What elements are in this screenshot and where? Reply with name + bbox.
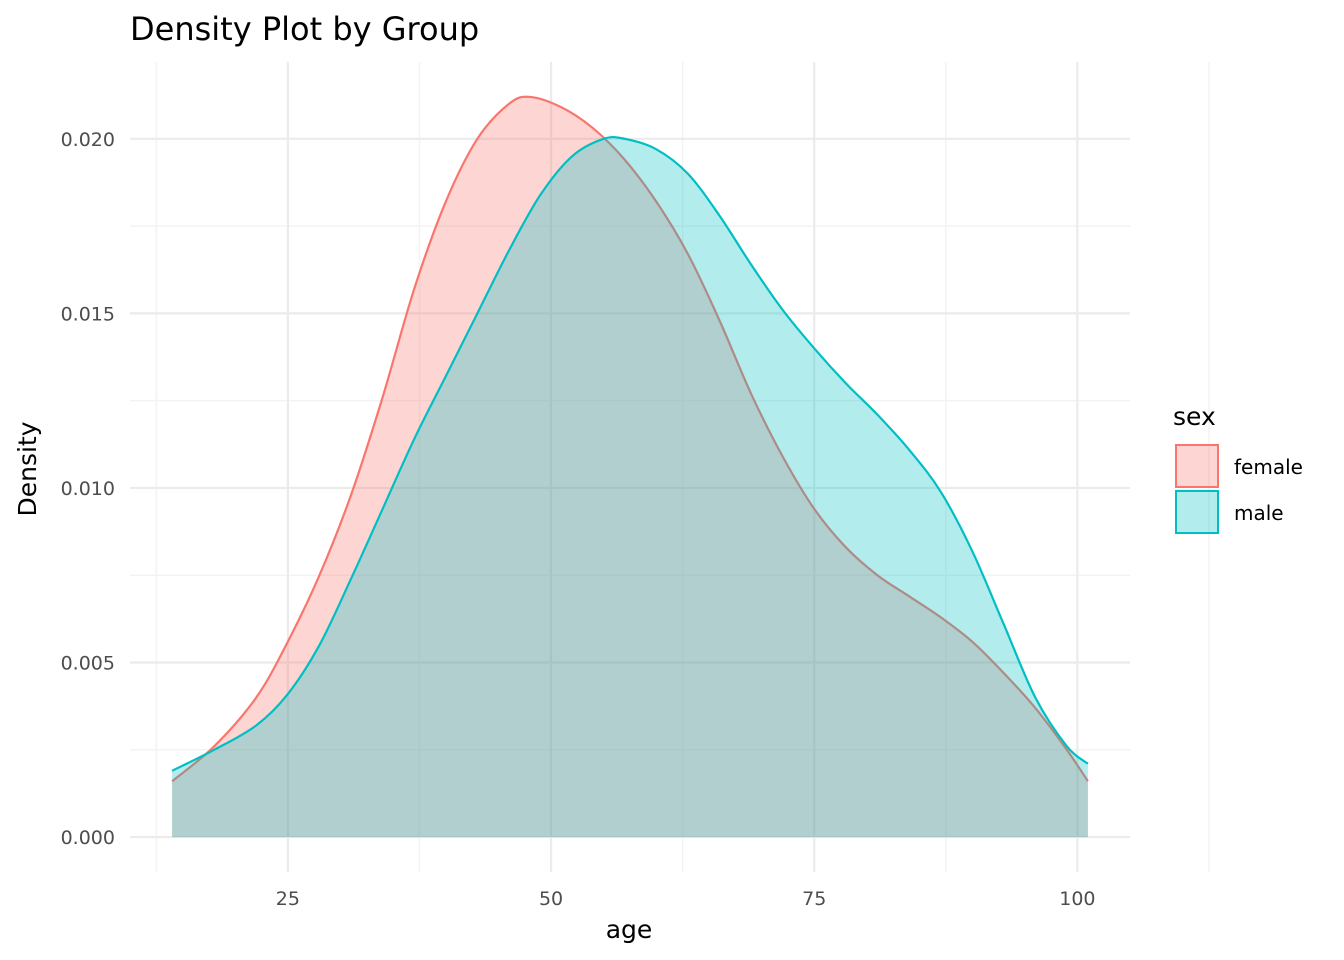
legend-key-female: [1175, 444, 1219, 488]
x-tick-label: 25: [276, 888, 300, 910]
female-density-area: [172, 96, 1088, 838]
legend-label-female: female: [1234, 455, 1303, 479]
x-tick-label: 100: [1059, 888, 1095, 910]
y-tick-label: 0.015: [61, 303, 115, 325]
legend-title: sex: [1173, 402, 1216, 431]
y-axis-title: Density: [13, 421, 42, 516]
x-axis-title: age: [606, 915, 653, 944]
legend-label-male: male: [1234, 501, 1284, 525]
y-tick-label: 0.010: [61, 478, 115, 500]
legend: sex female male: [1173, 402, 1303, 534]
legend-item-male: male: [1175, 490, 1284, 534]
area-layer: [171, 95, 1089, 838]
legend-item-female: female: [1175, 444, 1303, 488]
x-tick-label: 75: [802, 888, 826, 910]
legend-key-male: [1175, 490, 1219, 534]
female-density-line: [171, 95, 1089, 783]
y-tick-label: 0.020: [61, 129, 115, 151]
y-tick-label: 0.000: [61, 827, 115, 849]
male-density-area: [172, 137, 1088, 838]
x-tick-label: 50: [539, 888, 563, 910]
chart-title: Density Plot by Group: [130, 10, 479, 48]
axis-layer: 25 50 75 100 0.000 0.005 0.010 0.015 0.020: [61, 129, 1096, 910]
male-density-line: [171, 135, 1089, 772]
y-tick-label: 0.005: [61, 653, 115, 675]
